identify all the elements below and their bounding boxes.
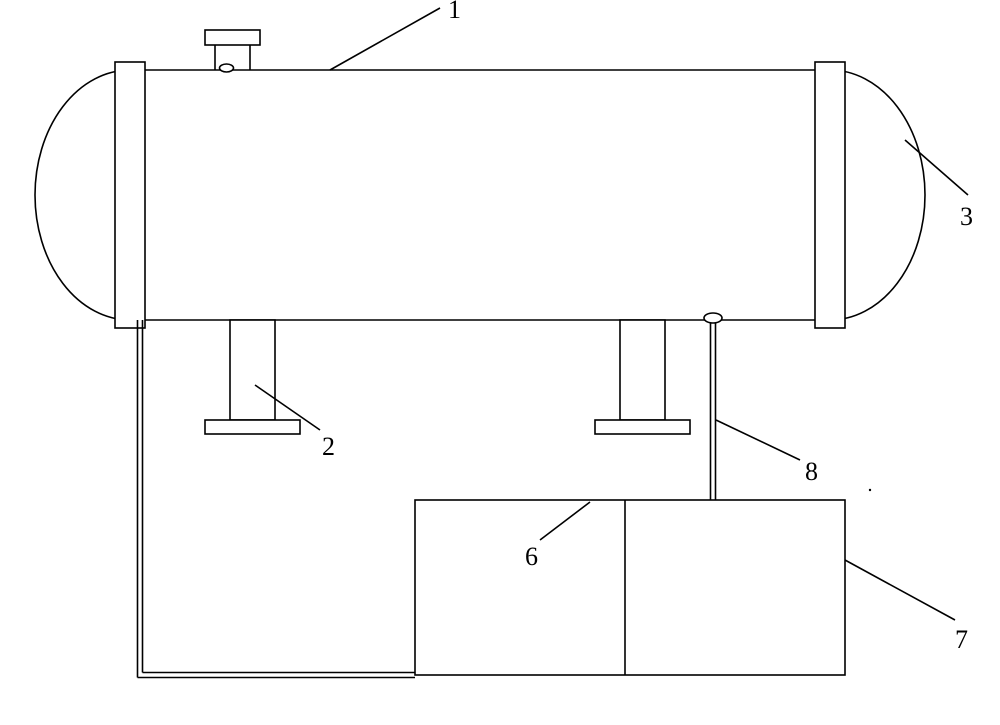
leader-line-1	[330, 8, 440, 70]
callout-label-1: 1	[448, 0, 461, 24]
leader-line-3	[905, 140, 968, 195]
callout-label-6: 6	[525, 542, 538, 571]
pipe-8-nozzle	[704, 313, 722, 323]
speck	[869, 489, 871, 491]
callout-label-3: 3	[960, 202, 973, 231]
top-port-flange	[205, 30, 260, 45]
right-flange	[815, 62, 845, 328]
callout-label-7: 7	[955, 625, 968, 654]
callout-label-8: 8	[805, 457, 818, 486]
leader-line-7	[845, 560, 955, 620]
left-flange	[115, 62, 145, 328]
leader-line-8	[716, 420, 800, 460]
top-port-valve	[220, 64, 234, 72]
callout-label-2: 2	[322, 432, 335, 461]
